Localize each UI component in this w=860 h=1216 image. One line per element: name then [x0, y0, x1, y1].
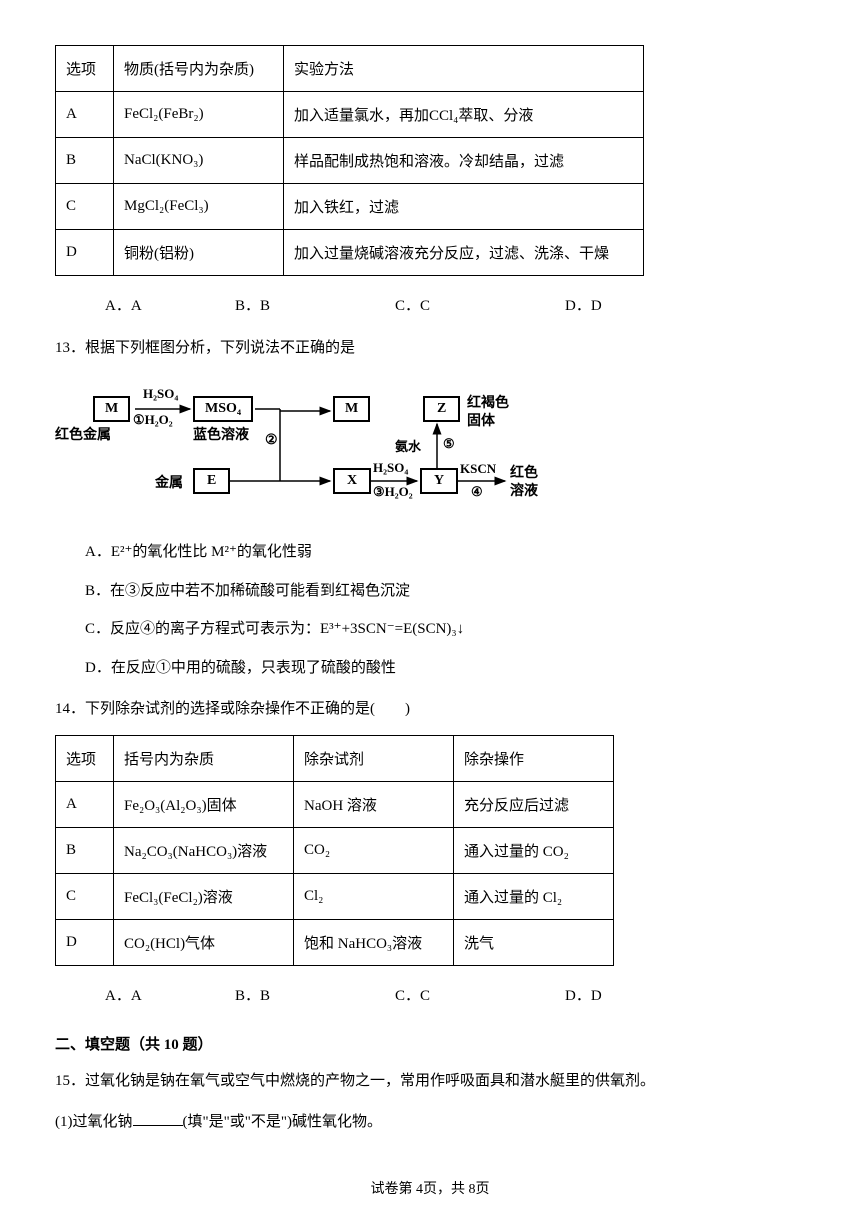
option-b: B．B — [235, 984, 395, 1005]
option-b: B．B — [235, 294, 395, 315]
blank-input[interactable] — [133, 1110, 183, 1126]
table-2: 选项 括号内为杂质 除杂试剂 除杂操作 AFe₂O₃(Al₂O₃)固体NaOH … — [55, 735, 614, 966]
q13-stem: 13．根据下列框图分析，下列说法不正确的是 — [55, 335, 805, 362]
options-12: A．A B．B C．C D．D — [105, 294, 805, 315]
th-option: 选项 — [56, 46, 114, 92]
table-row: BNaCl(KNO₃)样品配制成热饱和溶液。冷却结晶，过滤 — [56, 138, 644, 184]
q13-diagram: M 红色金属 H₂SO₄ ①H₂O₂ MSO₄ 蓝色溶液 ② 金属 E M X … — [55, 374, 805, 524]
section-2-header: 二、填空题（共 10 题） — [55, 1033, 805, 1054]
table-1: 选项 物质(括号内为杂质) 实验方法 AFeCl₂(FeBr₂)加入适量氯水，再… — [55, 45, 644, 276]
option-a: A．A — [105, 984, 235, 1005]
option-d: D．D — [565, 984, 665, 1005]
page-footer: 试卷第 4页，共 8页 — [0, 1178, 860, 1198]
table-row: CFeCl₃(FeCl₂)溶液Cl₂通入过量的 Cl₂ — [56, 874, 614, 920]
table-row: DCO₂(HCl)气体饱和 NaHCO₃溶液洗气 — [56, 920, 614, 966]
option-a: A．A — [105, 294, 235, 315]
table-row: BNa₂CO₃(NaHCO₃)溶液CO₂通入过量的 CO₂ — [56, 828, 614, 874]
th-method: 实验方法 — [284, 46, 644, 92]
q15-sub1: (1)过氧化钠(填"是"或"不是")碱性氧化物。 — [55, 1109, 805, 1136]
table-row: AFe₂O₃(Al₂O₃)固体NaOH 溶液充分反应后过滤 — [56, 782, 614, 828]
option-c: C．C — [395, 294, 565, 315]
table-row: 选项 物质(括号内为杂质) 实验方法 — [56, 46, 644, 92]
option-c: C．C — [395, 984, 565, 1005]
table-row: D铜粉(铝粉)加入过量烧碱溶液充分反应，过滤、洗涤、干燥 — [56, 230, 644, 276]
table-row: CMgCl₂(FeCl₃)加入铁红，过滤 — [56, 184, 644, 230]
q13-choice-b: B．在③反应中若不加稀硫酸可能看到红褐色沉淀 — [85, 577, 805, 606]
q13-choice-c: C．反应④的离子方程式可表示为：E³⁺+3SCN⁻=E(SCN)₃↓ — [85, 615, 805, 644]
table-row: 选项 括号内为杂质 除杂试剂 除杂操作 — [56, 736, 614, 782]
options-14: A．A B．B C．C D．D — [105, 984, 805, 1005]
th-substance: 物质(括号内为杂质) — [114, 46, 284, 92]
q13-choice-a: A．E²⁺的氧化性比 M²⁺的氧化性弱 — [85, 538, 805, 567]
q13-choice-d: D．在反应①中用的硫酸，只表现了硫酸的酸性 — [85, 654, 805, 683]
table-row: AFeCl₂(FeBr₂)加入适量氯水，再加CCl₄萃取、分液 — [56, 92, 644, 138]
q14-stem: 14．下列除杂试剂的选择或除杂操作不正确的是( ) — [55, 696, 805, 723]
option-d: D．D — [565, 294, 665, 315]
q15-stem: 15．过氧化钠是钠在氧气或空气中燃烧的产物之一，常用作呼吸面具和潜水艇里的供氧剂… — [55, 1068, 805, 1095]
